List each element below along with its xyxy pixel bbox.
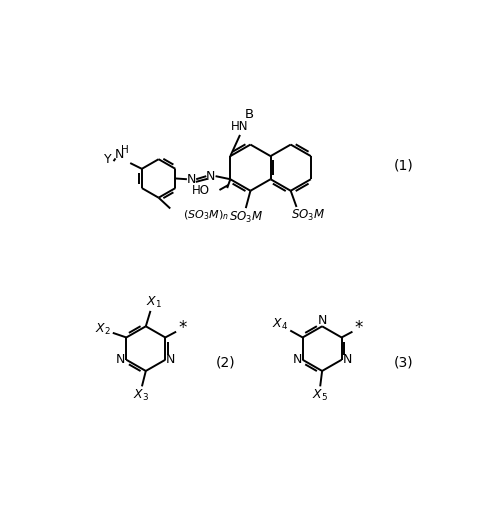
Text: (2): (2): [216, 355, 235, 369]
Text: $SO_3M$: $SO_3M$: [291, 208, 325, 224]
Text: Y: Y: [104, 153, 112, 166]
Text: $X_5$: $X_5$: [312, 388, 328, 403]
Text: HN: HN: [230, 120, 248, 133]
Text: H: H: [122, 145, 129, 154]
Text: N: N: [166, 353, 175, 366]
Text: $X_4$: $X_4$: [272, 316, 288, 332]
Text: N: N: [292, 353, 302, 366]
Text: $X_2$: $X_2$: [95, 321, 111, 336]
Text: N: N: [114, 148, 124, 161]
Text: (1): (1): [394, 159, 413, 173]
Text: (3): (3): [394, 355, 413, 369]
Text: $X_3$: $X_3$: [133, 388, 149, 403]
Text: $X_1$: $X_1$: [146, 295, 162, 310]
Text: N: N: [342, 353, 351, 366]
Text: B: B: [244, 109, 254, 122]
Text: *: *: [178, 319, 186, 337]
Text: N: N: [318, 314, 327, 327]
Text: *: *: [354, 319, 363, 337]
Text: $(SO_3M)_n$: $(SO_3M)_n$: [183, 209, 229, 222]
Text: N: N: [116, 353, 126, 366]
Text: N: N: [206, 169, 216, 183]
Text: N: N: [187, 173, 196, 186]
Text: HO: HO: [192, 184, 210, 197]
Text: $SO_3M$: $SO_3M$: [228, 210, 263, 225]
